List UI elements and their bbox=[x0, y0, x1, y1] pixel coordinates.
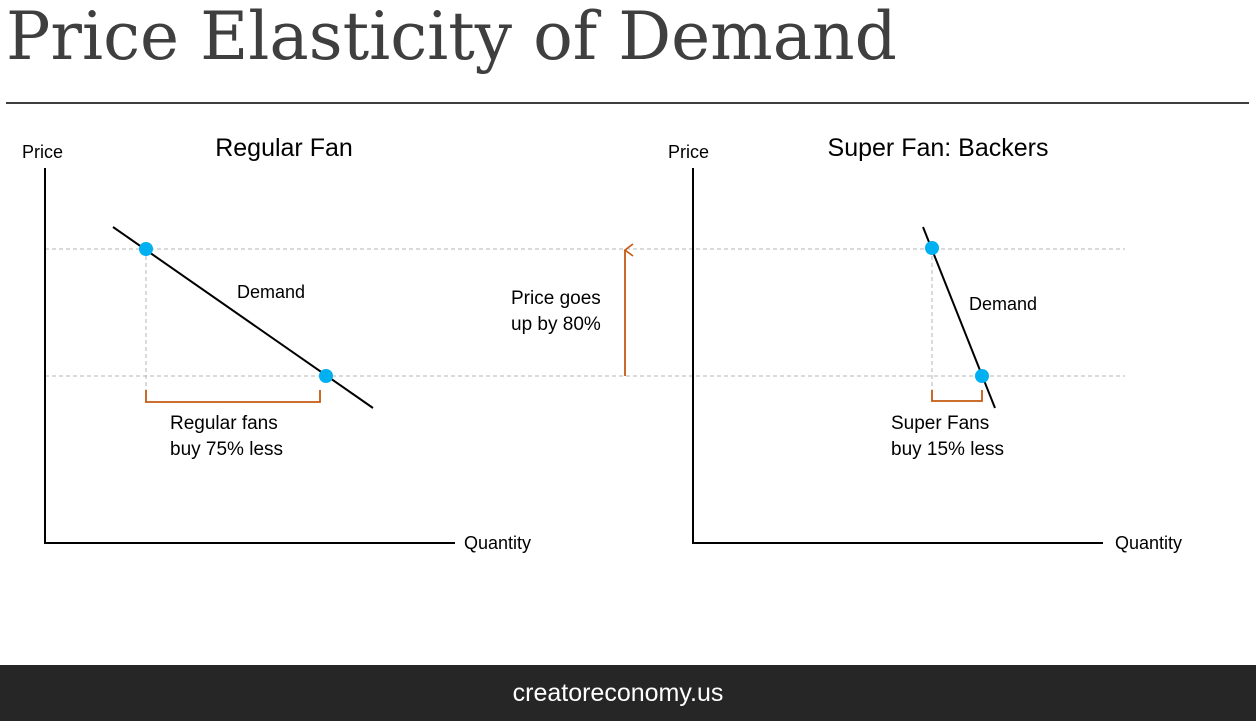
left-panel-title: Regular Fan bbox=[215, 134, 353, 162]
right-bracket-label-line1: Super Fans bbox=[891, 413, 989, 434]
left-bracket-label-line2: buy 75% less bbox=[170, 439, 283, 460]
right-demand-label: Demand bbox=[969, 294, 1037, 314]
right-y-axis-label: Price bbox=[668, 142, 709, 162]
right-high-price-point bbox=[925, 241, 939, 255]
left-demand-curve bbox=[112, 226, 374, 409]
left-y-axis-label: Price bbox=[22, 142, 63, 162]
footer-website: creatoreconomy.us bbox=[512, 678, 724, 707]
right-x-axis-label: Quantity bbox=[1115, 533, 1182, 553]
left-quantity-bracket bbox=[145, 390, 321, 403]
right-panel-title: Super Fan: Backers bbox=[828, 134, 1049, 162]
left-high-price-point bbox=[139, 242, 153, 256]
right-quantity-bracket bbox=[931, 390, 983, 402]
right-panel: Super Fan: Backers Price Quantity Demand… bbox=[668, 134, 1182, 553]
left-bracket-label-line1: Regular fans bbox=[170, 413, 278, 434]
left-low-price-point bbox=[319, 369, 333, 383]
left-demand-label: Demand bbox=[237, 282, 305, 302]
price-increase-label-line2: up by 80% bbox=[511, 314, 601, 335]
elasticity-diagram: Regular Fan Price Quantity Demand Regula… bbox=[22, 134, 1182, 553]
right-bracket-label-line2: buy 15% less bbox=[891, 439, 1004, 460]
title-divider bbox=[6, 102, 1249, 104]
left-panel: Regular Fan Price Quantity Demand Regula… bbox=[22, 134, 531, 553]
right-low-price-point bbox=[975, 369, 989, 383]
price-increase-indicator: Price goes up by 80% bbox=[511, 250, 625, 376]
price-increase-label-line1: Price goes bbox=[511, 288, 601, 309]
footer-bar: creatoreconomy.us bbox=[0, 665, 1256, 721]
left-x-axis-label: Quantity bbox=[464, 533, 531, 553]
slide-title: Price Elasticity of Demand bbox=[6, 0, 897, 75]
